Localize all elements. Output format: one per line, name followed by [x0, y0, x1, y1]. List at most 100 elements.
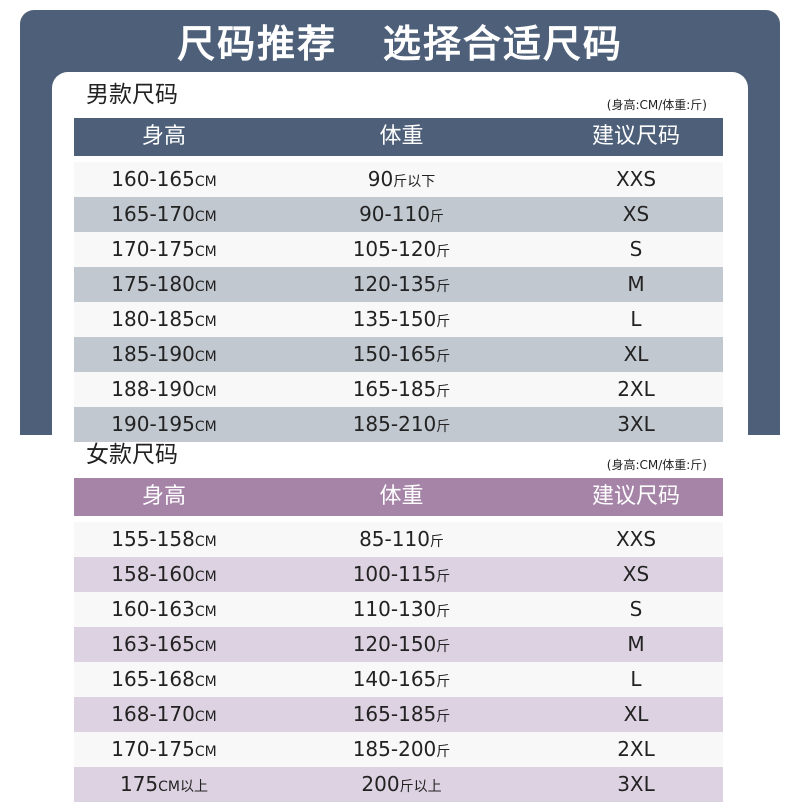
header-height: 身高 [141, 124, 186, 149]
height-unit: CM [194, 709, 217, 725]
weight-unit: 斤 [436, 384, 451, 400]
height-unit: CM [194, 569, 217, 585]
size-cell: M [627, 632, 645, 656]
women-table-body: 155-158CM 85-110斤 XXS 158-160CM 100-115斤 XS 16… [74, 516, 723, 802]
height-unit: CM [194, 349, 217, 365]
weight-cell: 135-150斤 [254, 302, 549, 337]
weight-unit: 斤 [436, 674, 451, 690]
height-cell: 170-175CM [74, 732, 254, 767]
height-value: 160-163 [111, 597, 195, 621]
height-unit: CM [194, 209, 217, 225]
height-unit: CM [194, 744, 217, 760]
weight-cell: 100-115斤 [254, 557, 549, 592]
weight-cell: 120-150斤 [254, 627, 549, 662]
height-value: 185-190 [111, 342, 195, 366]
weight-value: 165-185 [352, 702, 437, 726]
weight-value: 150-165 [352, 342, 437, 366]
men-table-body: 160-165CM 90斤以下 XXS 165-170CM 90-110斤 XS 170-1… [74, 156, 723, 442]
height-cell: 188-190CM [74, 372, 254, 407]
height-value: 170-175 [111, 737, 195, 761]
size-cell: M [627, 272, 645, 296]
height-unit: CM [194, 314, 217, 330]
table-row: 185-190CM 150-165斤 XL [74, 337, 723, 372]
height-value: 190-195 [111, 412, 195, 436]
table-row: 160-163CM 110-130斤 S [74, 592, 723, 627]
size-cell: XS [622, 202, 650, 226]
table-row: 163-165CM 120-150斤 M [74, 627, 723, 662]
men-unit-note: (身高:CM/体重:斤) [606, 98, 707, 112]
weight-unit: 斤以上 [399, 779, 442, 795]
weight-value: 185-210 [352, 412, 437, 436]
table-row: 165-170CM 90-110斤 XS [74, 197, 723, 232]
table-row: 160-165CM 90斤以下 XXS [74, 162, 723, 197]
height-cell: 175-180CM [74, 267, 254, 302]
height-value: 170-175 [111, 237, 195, 261]
size-cell: XL [623, 342, 649, 366]
table-row: 168-170CM 165-185斤 XL [74, 697, 723, 732]
height-unit: CM [194, 639, 217, 655]
header-size: 建议尺码 [591, 124, 680, 149]
table-row: 175CM以上 200斤以上 3XL [74, 767, 723, 802]
weight-unit: 斤 [436, 569, 451, 585]
women-section-title: 女款尺码 [86, 442, 178, 468]
height-unit: CM [194, 419, 217, 435]
height-unit: CM [194, 174, 217, 190]
weight-unit: 斤 [436, 349, 451, 365]
size-cell: 3XL [617, 772, 655, 796]
men-rows-list: 160-165CM 90斤以下 XXS 165-170CM 90-110斤 XS 170-1… [74, 162, 723, 442]
height-value: 163-165 [111, 632, 195, 656]
height-value: 165-168 [111, 667, 195, 691]
height-unit: CM [194, 244, 217, 260]
height-unit: CM以上 [158, 779, 209, 795]
size-cell: S [629, 597, 643, 621]
weight-cell: 110-130斤 [254, 592, 549, 627]
table-row: 190-195CM 185-210斤 3XL [74, 407, 723, 442]
weight-value: 105-120 [352, 237, 437, 261]
table-row: 158-160CM 100-115斤 XS [74, 557, 723, 592]
weight-value: 120-135 [352, 272, 437, 296]
size-cell: XS [622, 562, 650, 586]
height-unit: CM [194, 604, 217, 620]
weight-unit: 斤 [436, 639, 451, 655]
height-cell: 170-175CM [74, 232, 254, 267]
height-cell: 180-185CM [74, 302, 254, 337]
table-row: 170-175CM 105-120斤 S [74, 232, 723, 267]
size-cell: XXS [615, 167, 657, 191]
height-cell: 165-168CM [74, 662, 254, 697]
table-row: 155-158CM 85-110斤 XXS [74, 522, 723, 557]
height-cell: 175CM以上 [74, 767, 254, 802]
weight-cell: 90-110斤 [254, 197, 549, 232]
height-cell: 190-195CM [74, 407, 254, 442]
height-value: 180-185 [111, 307, 195, 331]
women-unit-note: (身高:CM/体重:斤) [606, 458, 707, 472]
size-cell: XXS [615, 527, 657, 551]
height-value: 165-170 [111, 202, 195, 226]
weight-unit: 斤 [436, 279, 451, 295]
men-table-header: 身高 体重 建议尺码 [74, 118, 723, 156]
weight-cell: 185-210斤 [254, 407, 549, 442]
height-value: 175 [119, 772, 159, 796]
height-cell: 165-170CM [74, 197, 254, 232]
header-height: 身高 [141, 484, 186, 509]
size-cell: 2XL [617, 737, 655, 761]
weight-cell: 165-185斤 [254, 372, 549, 407]
size-cell: 3XL [617, 412, 655, 436]
weight-cell: 140-165斤 [254, 662, 549, 697]
weight-cell: 90斤以下 [254, 162, 549, 197]
weight-cell: 85-110斤 [254, 522, 549, 557]
size-cell: XL [623, 702, 649, 726]
height-value: 158-160 [111, 562, 195, 586]
weight-unit: 斤 [436, 314, 451, 330]
height-cell: 163-165CM [74, 627, 254, 662]
table-row: 180-185CM 135-150斤 L [74, 302, 723, 337]
size-cell: 2XL [617, 377, 655, 401]
header-weight: 体重 [379, 484, 424, 509]
height-cell: 160-165CM [74, 162, 254, 197]
height-cell: 160-163CM [74, 592, 254, 627]
weight-value: 110-130 [352, 597, 437, 621]
height-value: 175-180 [111, 272, 195, 296]
weight-value: 100-115 [352, 562, 437, 586]
height-value: 168-170 [111, 702, 195, 726]
women-rows-list: 155-158CM 85-110斤 XXS 158-160CM 100-115斤 XS 16… [74, 522, 723, 802]
weight-value: 140-165 [352, 667, 437, 691]
